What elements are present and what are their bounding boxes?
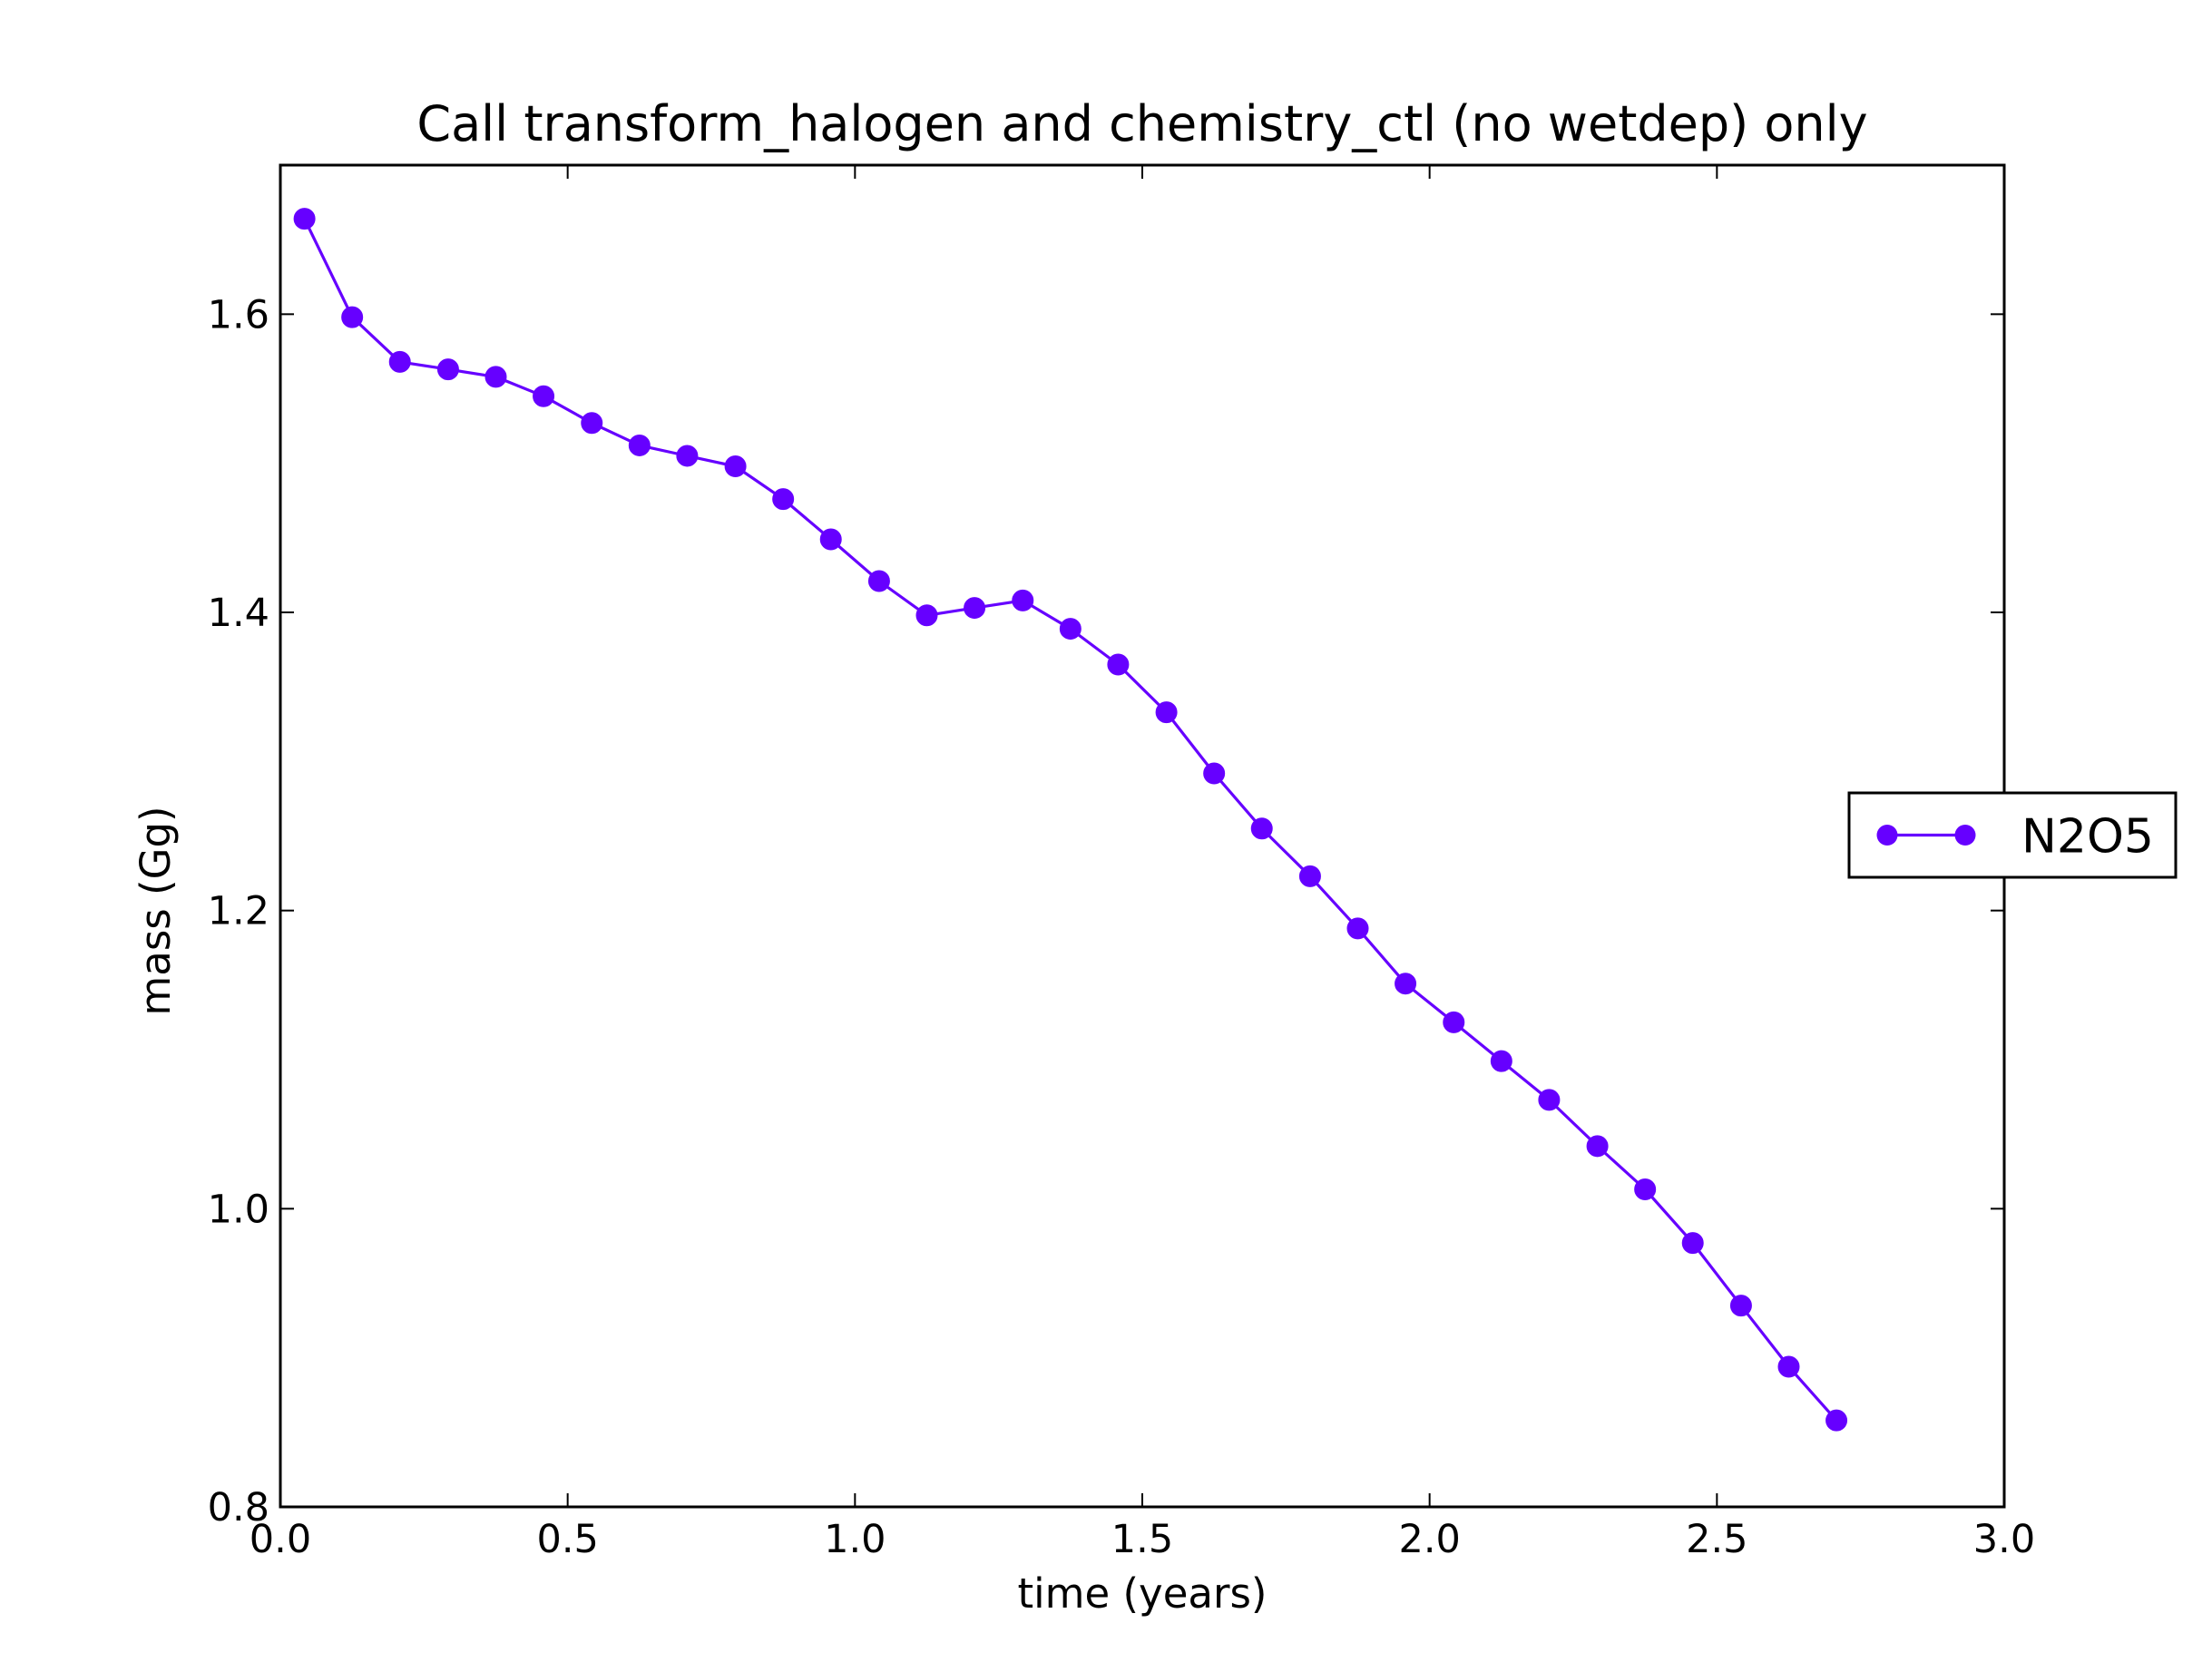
y-tick-label: 1.0 bbox=[208, 1187, 269, 1232]
data-point bbox=[1155, 701, 1178, 724]
data-point bbox=[1586, 1135, 1609, 1158]
x-tick-label: 2.0 bbox=[1398, 1517, 1460, 1562]
legend-marker bbox=[1954, 825, 1976, 846]
x-tick-label: 1.5 bbox=[1111, 1517, 1173, 1562]
data-point bbox=[1729, 1295, 1752, 1317]
data-point bbox=[819, 528, 842, 551]
data-point bbox=[676, 445, 699, 467]
data-point bbox=[1681, 1232, 1704, 1255]
data-point bbox=[1250, 817, 1273, 840]
data-point bbox=[1107, 653, 1130, 676]
data-point bbox=[436, 358, 459, 381]
x-tick-label: 0.0 bbox=[250, 1517, 311, 1562]
data-point bbox=[724, 455, 747, 477]
x-tick-label: 0.5 bbox=[536, 1517, 598, 1562]
data-point bbox=[628, 434, 651, 456]
y-tick-label: 1.6 bbox=[208, 292, 269, 337]
data-point bbox=[1777, 1355, 1800, 1378]
data-point bbox=[772, 488, 795, 511]
y-tick-label: 0.8 bbox=[208, 1485, 269, 1530]
y-tick-label: 1.4 bbox=[208, 591, 269, 636]
data-point bbox=[1825, 1409, 1848, 1432]
data-point bbox=[293, 208, 316, 230]
y-axis-label: mass (Gg) bbox=[132, 806, 180, 1015]
data-point bbox=[1490, 1050, 1512, 1072]
data-point bbox=[581, 412, 603, 435]
data-point bbox=[1012, 589, 1034, 611]
legend: N2O5 bbox=[1847, 791, 2178, 879]
data-point bbox=[1443, 1011, 1465, 1033]
x-axis-label: time (years) bbox=[1018, 1569, 1267, 1618]
data-point bbox=[867, 570, 890, 592]
legend-marker bbox=[1876, 825, 1898, 846]
data-point bbox=[1538, 1089, 1561, 1111]
legend-label: N2O5 bbox=[2021, 810, 2154, 865]
data-point bbox=[1395, 973, 1417, 995]
data-point bbox=[341, 306, 364, 328]
data-point bbox=[915, 604, 938, 627]
data-point bbox=[1298, 865, 1321, 887]
data-point bbox=[1634, 1178, 1657, 1200]
chart-title: Call transform_halogen and chemistry_ctl… bbox=[416, 95, 1867, 152]
x-tick-label: 1.0 bbox=[824, 1517, 886, 1562]
x-tick-label: 3.0 bbox=[1973, 1517, 2035, 1562]
data-point bbox=[1059, 618, 1082, 640]
data-point bbox=[388, 350, 411, 373]
y-tick-label: 1.2 bbox=[208, 889, 269, 934]
data-point bbox=[533, 385, 555, 407]
data-point bbox=[1203, 762, 1226, 785]
plot-area: 0.0 0.5 1.0 1.5 2.0 2.5 3.0 0.8 1.0 1.2 1.4 1.6 bbox=[208, 163, 2035, 1562]
x-tick-label: 2.5 bbox=[1686, 1517, 1747, 1562]
data-point bbox=[964, 597, 986, 620]
data-point bbox=[484, 366, 507, 388]
data-point bbox=[1346, 917, 1369, 940]
